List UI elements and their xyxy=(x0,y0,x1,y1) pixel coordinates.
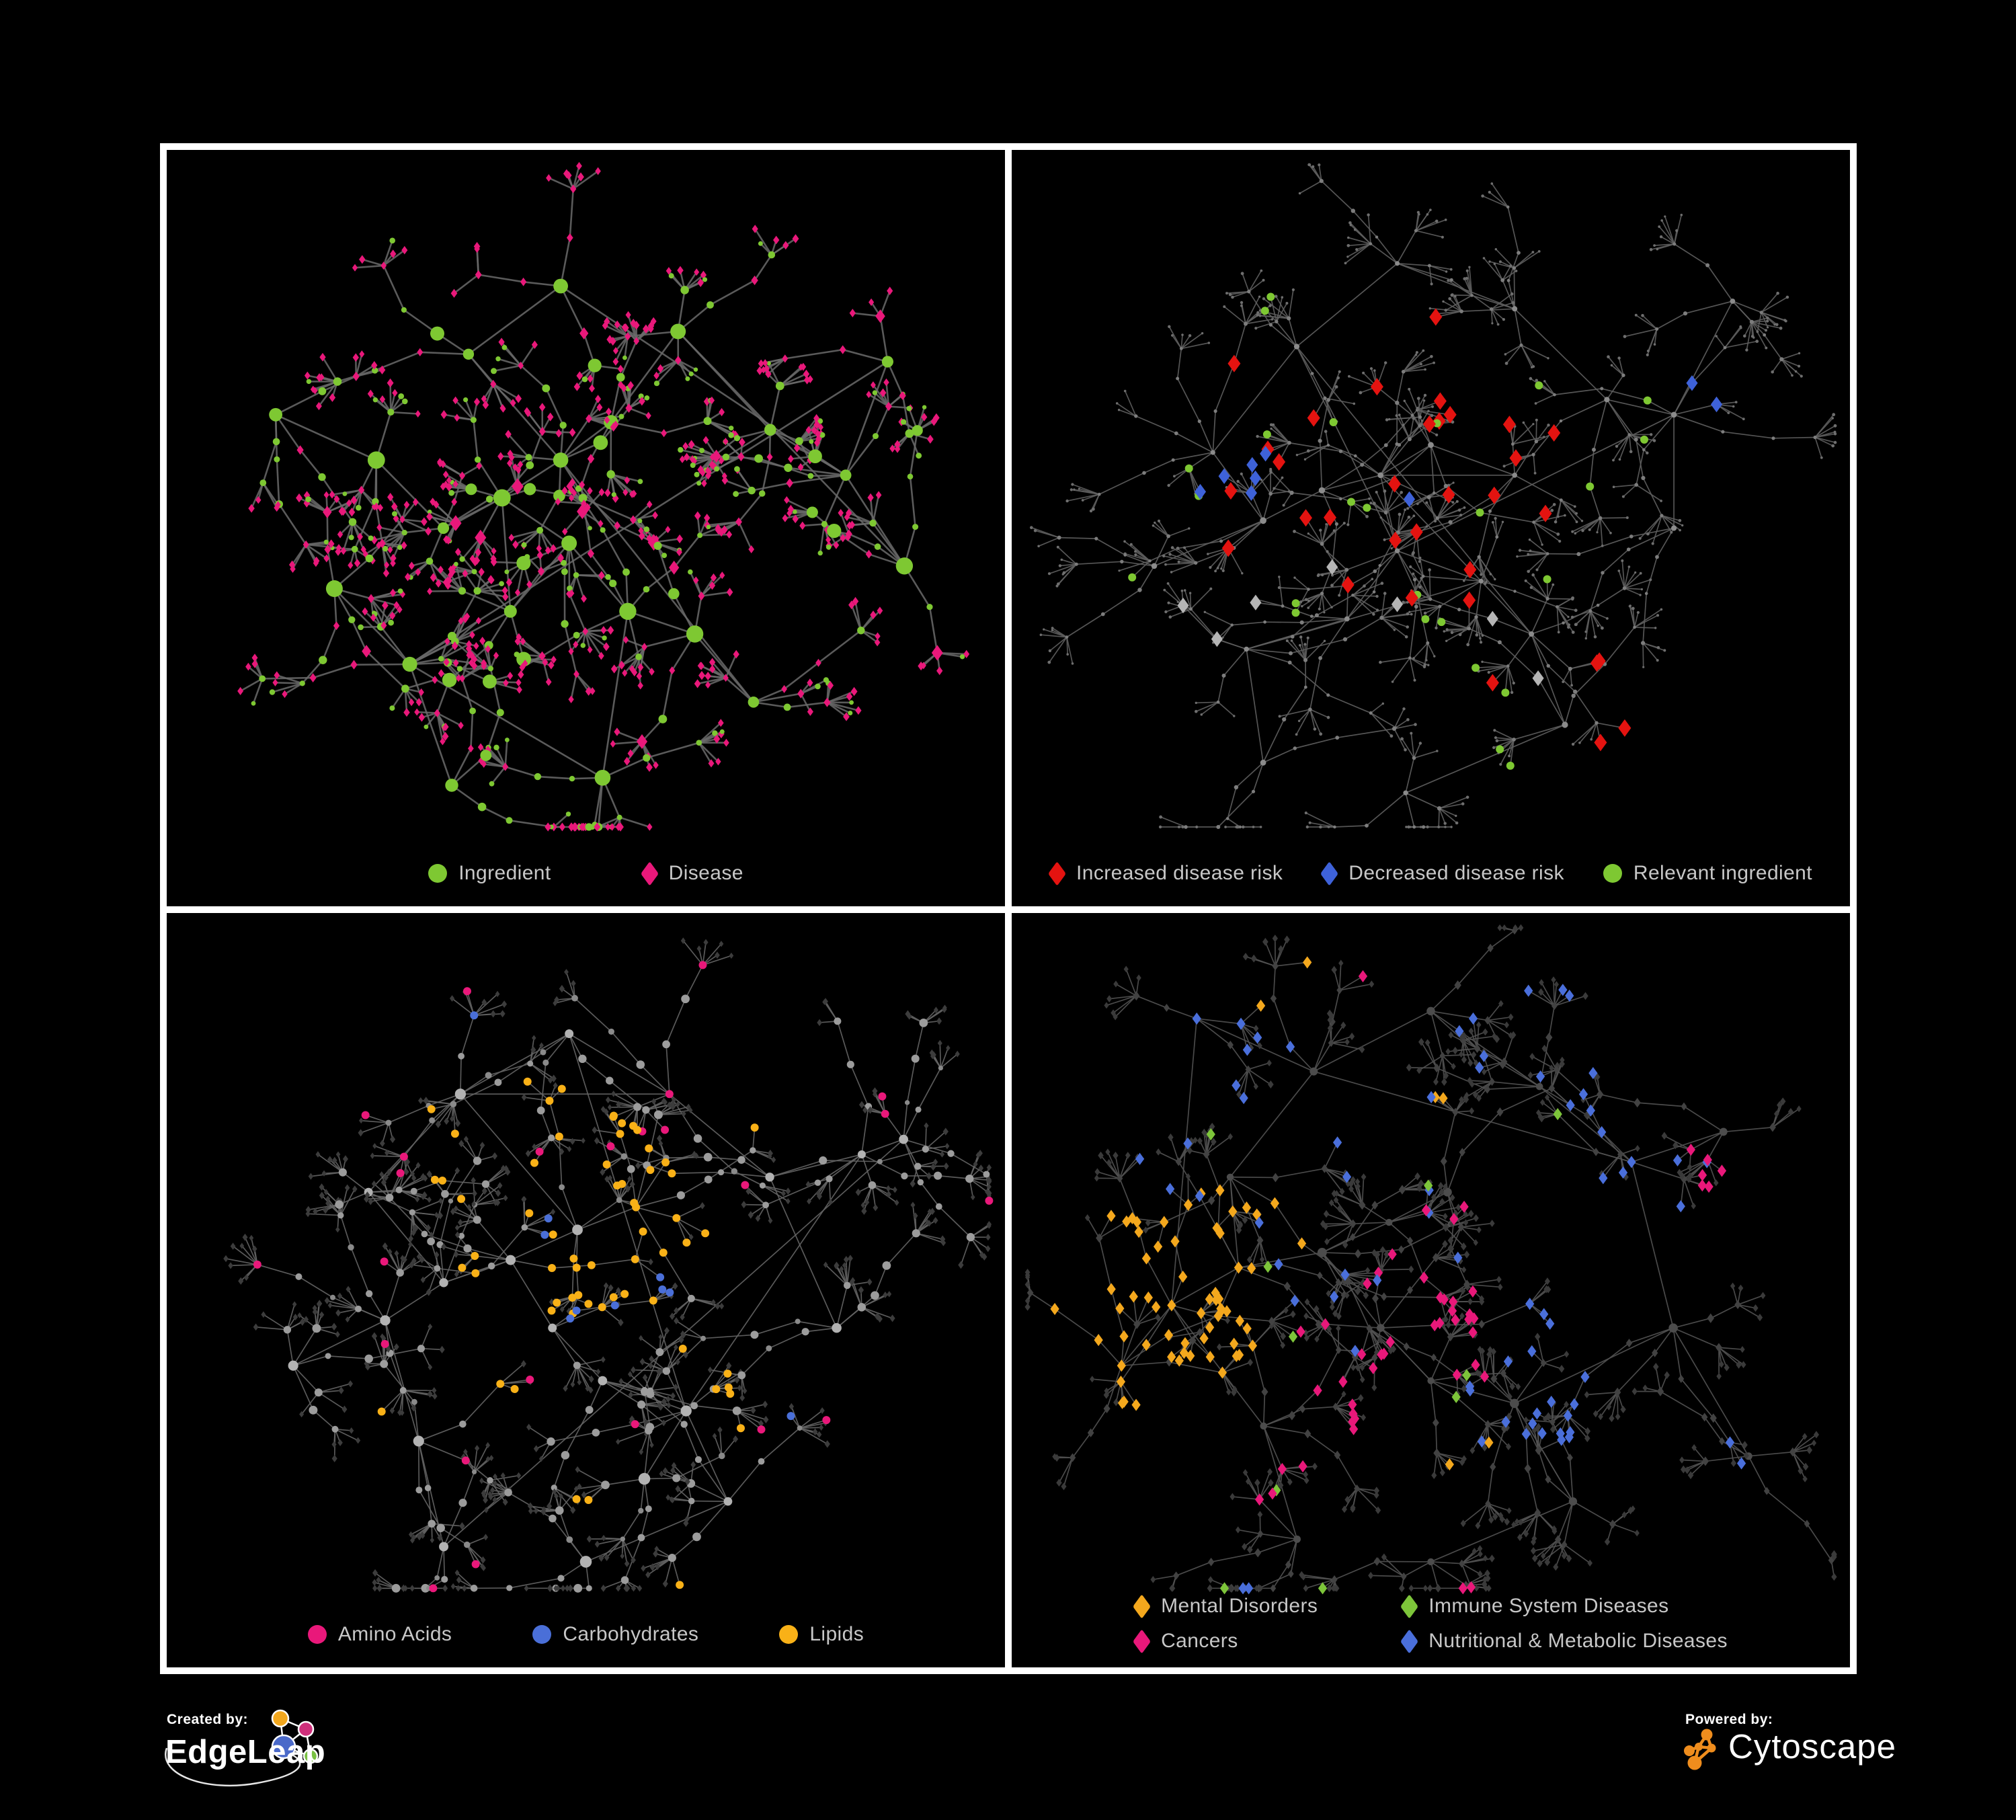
grid-divider-horizontal xyxy=(160,906,1857,913)
legend-ingredient-disease: Ingredient Disease xyxy=(167,861,1005,886)
legend-label: Ingredient xyxy=(458,862,551,884)
ingredient-marker-icon xyxy=(428,864,448,883)
relevant-ingredient-marker-icon xyxy=(1603,864,1622,883)
lipids-marker-icon xyxy=(779,1625,799,1644)
legend-item-lipids: Lipids xyxy=(779,1623,864,1646)
legend-label: Immune System Diseases xyxy=(1428,1595,1669,1617)
panel-disease-classes: Mental Disorders Immune System Diseases … xyxy=(1012,913,1850,1667)
legend-label: Disease xyxy=(668,862,743,884)
created-by-label: Created by: xyxy=(167,1712,249,1727)
legend-item-mental-disorders: Mental Disorders xyxy=(1133,1593,1318,1619)
powered-by-label: Powered by: xyxy=(1685,1712,1773,1727)
legend-label: Relevant ingredient xyxy=(1633,862,1812,884)
legend-ingredient-classes: Amino Acids Carbohydrates Lipids xyxy=(167,1623,1005,1646)
legend-item-increased-risk: Increased disease risk xyxy=(1048,861,1283,886)
legend-item-amino-acids: Amino Acids xyxy=(307,1623,452,1646)
panel-ingredient-classes: Amino Acids Carbohydrates Lipids xyxy=(167,913,1005,1667)
increased-risk-marker-icon xyxy=(1048,861,1066,886)
panel-ingredient-disease: Ingredient Disease xyxy=(167,150,1005,906)
legend-label: Nutritional & Metabolic Diseases xyxy=(1428,1630,1728,1652)
mental-disorders-marker-icon xyxy=(1133,1593,1151,1619)
cytoscape-logo-text: Cytoscape xyxy=(1728,1727,1896,1766)
legend-disease-classes: Mental Disorders Immune System Diseases … xyxy=(1012,1593,1850,1654)
disease-marker-icon xyxy=(640,861,659,886)
legend-label: Mental Disorders xyxy=(1161,1595,1318,1617)
legend-label: Decreased disease risk xyxy=(1348,862,1564,884)
cancers-marker-icon xyxy=(1133,1628,1151,1654)
cytoscape-logo-icon xyxy=(1684,1729,1716,1770)
legend-item-nutritional-metabolic-diseases: Nutritional & Metabolic Diseases xyxy=(1400,1628,1728,1654)
network-graph-disease-risk xyxy=(1030,163,1837,829)
legend-item-decreased-risk: Decreased disease risk xyxy=(1320,861,1564,886)
panel-disease-risk: Increased disease risk Decreased disease… xyxy=(1012,150,1850,906)
legend-label: Increased disease risk xyxy=(1076,862,1283,884)
legend-label: Cancers xyxy=(1161,1630,1238,1652)
legend-item-ingredient: Ingredient xyxy=(428,862,551,885)
legend-disease-risk: Increased disease risk Decreased disease… xyxy=(1012,861,1850,886)
carbohydrates-marker-icon xyxy=(532,1625,552,1644)
legend-label: Lipids xyxy=(809,1623,864,1645)
legend-item-disease: Disease xyxy=(640,861,743,886)
legend-item-cancers: Cancers xyxy=(1133,1628,1318,1654)
legend-item-carbohydrates: Carbohydrates xyxy=(532,1623,698,1646)
cytoscape-branding: Powered by: Cytoscape xyxy=(1677,1706,1966,1797)
legend-item-relevant-ingredient: Relevant ingredient xyxy=(1603,862,1812,885)
nutritional-metabolic-marker-icon xyxy=(1400,1628,1419,1654)
edgeleap-logo-icon xyxy=(165,1709,319,1787)
network-graph-disease-classes xyxy=(1024,924,1837,1595)
legend-label: Carbohydrates xyxy=(563,1623,699,1645)
legend-label: Amino Acids xyxy=(337,1623,452,1645)
edgeleap-logo-text: EdgeLeap xyxy=(165,1734,326,1770)
network-graph-ingredient-classes xyxy=(223,937,994,1593)
legend-item-immune-system-diseases: Immune System Diseases xyxy=(1400,1593,1728,1619)
amino-acids-marker-icon xyxy=(307,1625,327,1644)
network-graph-ingredient-disease xyxy=(237,161,970,832)
immune-system-diseases-marker-icon xyxy=(1400,1593,1419,1619)
decreased-risk-marker-icon xyxy=(1320,861,1339,886)
edgeleap-branding: Created by: EdgeLeap xyxy=(160,1706,392,1817)
